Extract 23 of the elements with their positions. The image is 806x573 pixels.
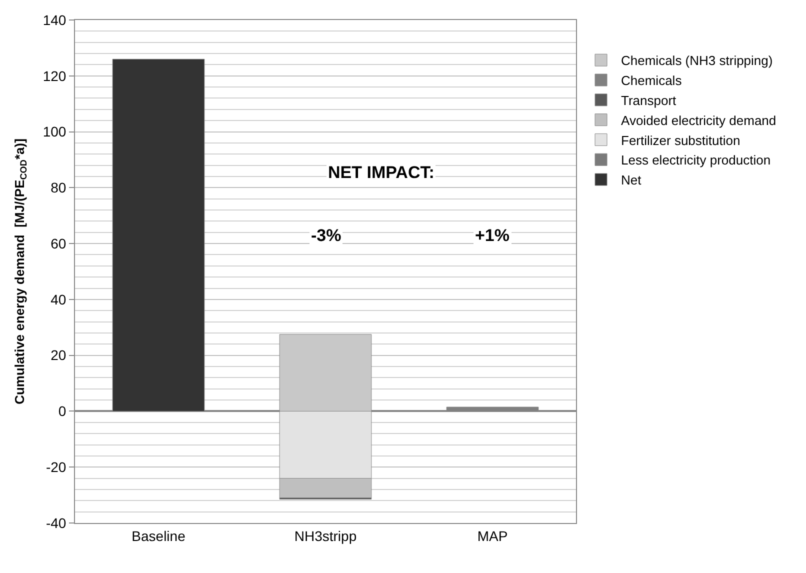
annotation: -3% <box>311 226 342 245</box>
y-tick-label: 100 <box>42 124 66 140</box>
x-tick-label: MAP <box>477 528 508 544</box>
y-tick-label: 20 <box>50 347 66 364</box>
y-tick-label: 40 <box>50 291 66 308</box>
legend-label: Less electricity production <box>621 152 771 168</box>
y-tick-label: -40 <box>46 514 66 531</box>
legend-label: Transport <box>621 92 677 108</box>
legend-label: Net <box>621 172 642 188</box>
y-tick-label: 140 <box>42 12 66 28</box>
annotation: NET IMPACT: <box>328 163 434 182</box>
y-tick-label: 80 <box>50 180 66 196</box>
legend-label: Chemicals (NH3 stripping) <box>621 53 773 68</box>
annotation: +1% <box>475 226 510 245</box>
y-tick-label: 0 <box>58 403 66 420</box>
legend-label: Avoided electricity demand <box>621 112 776 128</box>
y-tick-label: 120 <box>42 68 66 84</box>
legend-label: Fertilizer substitution <box>621 132 740 148</box>
y-tick-label: 60 <box>50 235 66 252</box>
legend-label: Chemicals <box>621 73 682 88</box>
x-tick-label: Baseline <box>132 528 186 544</box>
x-tick-label: NH3stripp <box>294 528 357 544</box>
y-tick-label: -20 <box>46 459 66 476</box>
